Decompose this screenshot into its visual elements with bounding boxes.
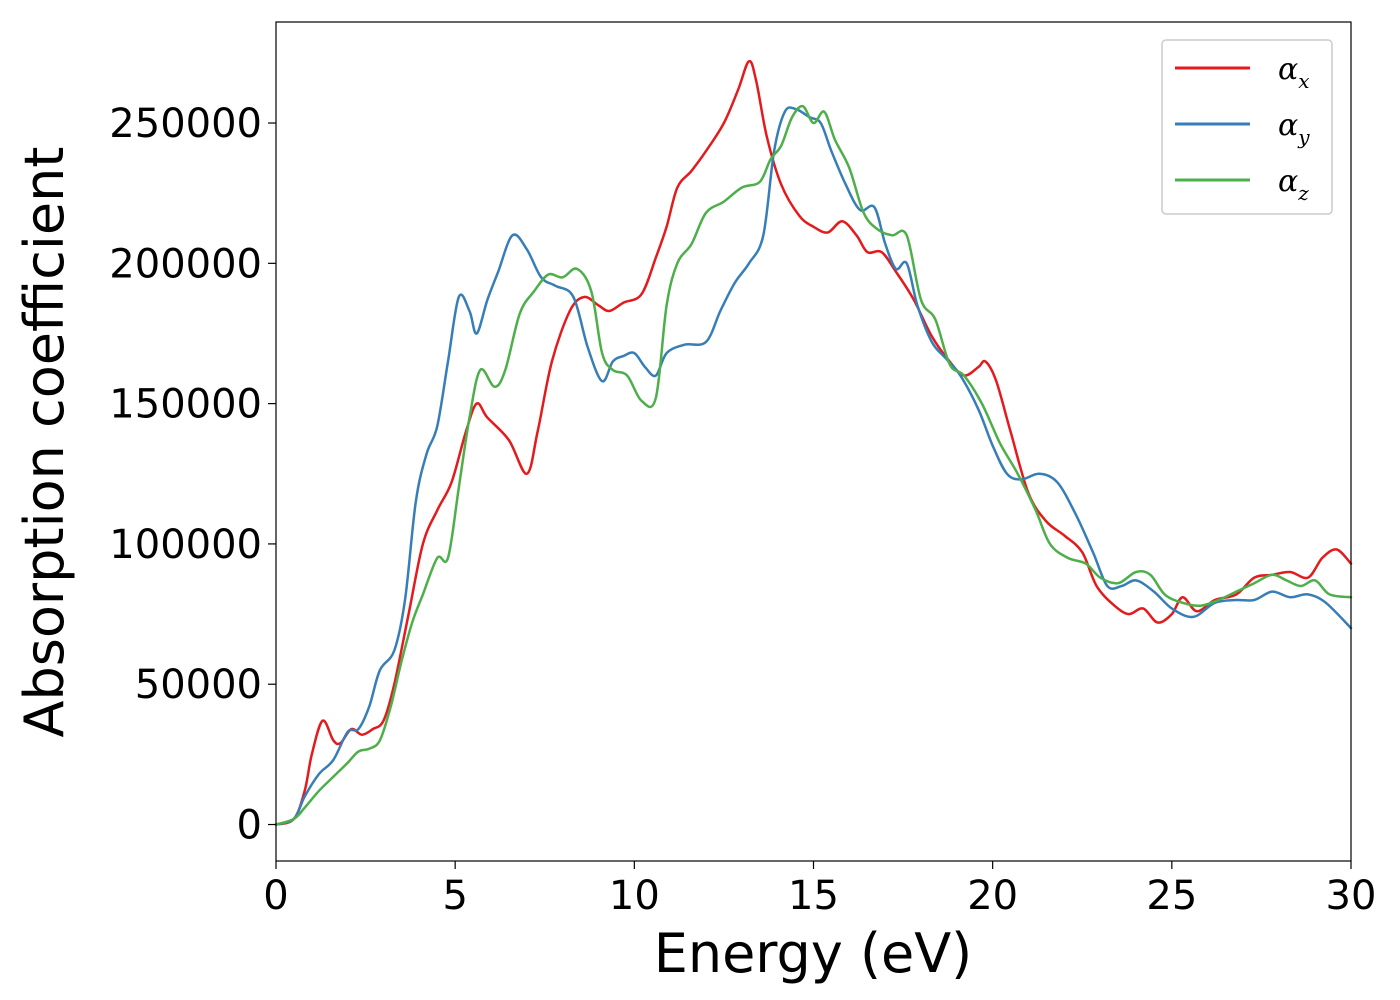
legend-label-x: αx [1278, 52, 1310, 93]
x-tick-label: 5 [442, 873, 467, 919]
x-tick-label: 0 [263, 873, 288, 919]
legend-box [1161, 39, 1333, 215]
series-line-z [274, 104, 1353, 826]
x-tick-label: 15 [788, 873, 839, 919]
x-tick-label: 10 [609, 873, 660, 919]
legend: αx αy αz [1161, 39, 1333, 215]
y-axis-ticks: 0 50000 100000 150000 200000 250000 [109, 101, 276, 849]
x-axis-ticks: 0 5 10 15 20 25 30 [263, 861, 1376, 919]
y-tick-label: 100000 [109, 522, 262, 568]
y-axis-label: Absorption coefficient [13, 147, 76, 738]
y-tick-label: 250000 [109, 101, 262, 147]
series-line-y [274, 106, 1353, 826]
y-tick-label: 50000 [135, 662, 262, 708]
x-tick-label: 30 [1326, 873, 1377, 919]
y-tick-label: 0 [237, 803, 262, 849]
series-lines [274, 59, 1353, 826]
x-axis-label: Energy (eV) [654, 922, 973, 985]
x-tick-label: 25 [1146, 873, 1197, 919]
x-tick-label: 20 [967, 873, 1018, 919]
legend-label-z: αz [1278, 164, 1309, 205]
y-tick-label: 150000 [109, 382, 262, 428]
y-tick-label: 200000 [109, 241, 262, 287]
series-line-x [274, 59, 1353, 826]
legend-label-y: αy [1278, 108, 1310, 149]
